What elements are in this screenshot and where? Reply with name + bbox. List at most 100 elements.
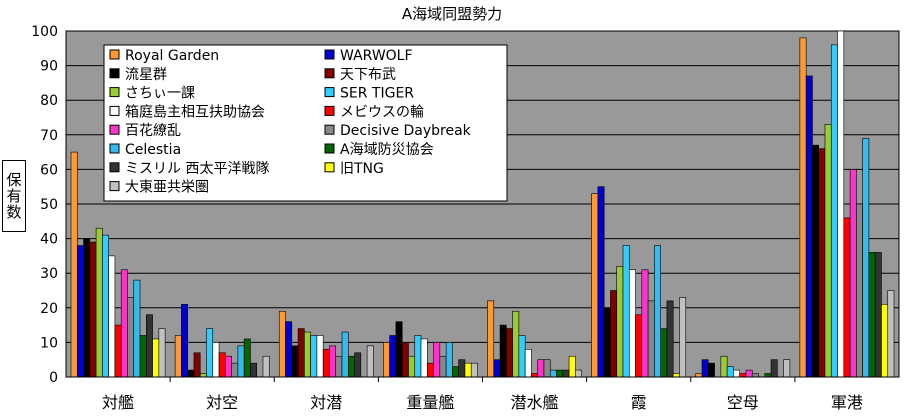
- bar: [824, 124, 832, 378]
- bar: [603, 307, 611, 378]
- bar: [487, 300, 495, 378]
- legend-label: Decisive Daybreak: [340, 123, 472, 139]
- bar: [745, 369, 753, 378]
- bar: [666, 300, 674, 378]
- bar: [849, 169, 857, 378]
- bar: [414, 335, 422, 378]
- y-tick-label: 10: [40, 335, 58, 351]
- bar: [408, 355, 416, 378]
- bar: [543, 359, 551, 378]
- bar: [237, 345, 245, 378]
- bar: [568, 355, 576, 378]
- bar: [751, 373, 759, 378]
- bar: [262, 355, 270, 378]
- legend-label: 旧TNG: [340, 161, 384, 177]
- bar: [329, 345, 337, 378]
- bar: [433, 342, 441, 378]
- bar: [83, 238, 91, 378]
- x-tick-label: 対空: [206, 393, 238, 412]
- y-tick-label: 70: [40, 128, 58, 144]
- legend-label: さちぃ一課: [125, 86, 195, 102]
- legend-box: [103, 44, 508, 202]
- legend-swatch: [109, 68, 120, 79]
- bar: [458, 359, 466, 378]
- bar: [133, 279, 141, 378]
- bar: [76, 245, 84, 378]
- bar: [862, 137, 870, 378]
- bar: [187, 369, 195, 378]
- legend-label: SER TIGER: [340, 86, 414, 102]
- y-tick-label: 90: [40, 59, 58, 75]
- legend-swatch: [324, 124, 335, 135]
- bar: [733, 369, 740, 378]
- bar: [493, 359, 501, 378]
- bar: [812, 144, 819, 378]
- bar: [174, 335, 182, 378]
- bar: [120, 269, 128, 378]
- bar: [70, 151, 78, 378]
- bar: [199, 373, 207, 378]
- bar: [818, 148, 826, 378]
- legend-label: 流星群: [125, 67, 167, 83]
- legend-label: WARWOLF: [340, 48, 413, 64]
- bar: [366, 345, 374, 378]
- bar: [622, 245, 630, 378]
- bar: [524, 349, 532, 378]
- legend-swatch: [109, 162, 120, 173]
- bar: [660, 328, 668, 378]
- y-tick-label: 40: [40, 232, 58, 248]
- bar: [304, 331, 311, 378]
- y-tick-label: 80: [40, 93, 58, 109]
- bar: [843, 217, 851, 378]
- x-tick-label: 霞: [631, 393, 647, 412]
- legend-swatch: [324, 68, 335, 79]
- legend-swatch: [109, 49, 120, 60]
- bar: [193, 352, 201, 378]
- bar: [395, 321, 403, 378]
- bar: [647, 300, 655, 378]
- bar: [383, 342, 390, 378]
- bar: [316, 335, 324, 378]
- bar: [250, 362, 258, 378]
- bar: [830, 44, 838, 378]
- bar: [518, 335, 526, 378]
- y-tick-label: 0: [49, 370, 58, 386]
- bar: [616, 265, 624, 378]
- bar: [512, 310, 520, 378]
- legend-swatch: [324, 87, 335, 98]
- bar: [799, 37, 807, 378]
- bar: [679, 297, 687, 378]
- legend-label: Celestia: [125, 142, 181, 158]
- bar: [739, 373, 747, 378]
- x-tick-label: 軍港: [831, 393, 863, 412]
- bar: [591, 193, 599, 378]
- bar: [278, 310, 286, 378]
- legend-swatch: [109, 124, 120, 135]
- bar: [401, 342, 409, 378]
- bar: [322, 349, 330, 378]
- x-tick-label: 潜水艦: [511, 393, 559, 412]
- bar: [212, 342, 220, 378]
- legend-label: Royal Garden: [125, 48, 219, 64]
- bar: [310, 335, 318, 378]
- bar: [102, 234, 109, 378]
- bar: [426, 362, 434, 378]
- legend-label: ミスリル 西太平洋戦隊: [125, 161, 269, 177]
- bar: [389, 335, 397, 378]
- bar: [783, 359, 791, 378]
- bar: [881, 304, 889, 378]
- x-tick-label: 空母: [727, 393, 759, 412]
- bar: [470, 362, 478, 378]
- bar: [218, 352, 226, 378]
- legend-swatch: [109, 87, 120, 98]
- x-tick-labels: 対艦 対空 対潜 重量艦 潜水艦 霞 空母 軍港: [102, 393, 863, 412]
- bar: [225, 355, 232, 378]
- bar: [597, 186, 605, 378]
- bar: [181, 304, 188, 378]
- legend-label: 天下布武: [340, 67, 396, 83]
- bar: [347, 355, 355, 378]
- bar: [726, 366, 734, 378]
- y-tick-labels: 0 10 20 30 40 50 60 70 80 90 100: [31, 24, 58, 386]
- bar: [206, 328, 214, 378]
